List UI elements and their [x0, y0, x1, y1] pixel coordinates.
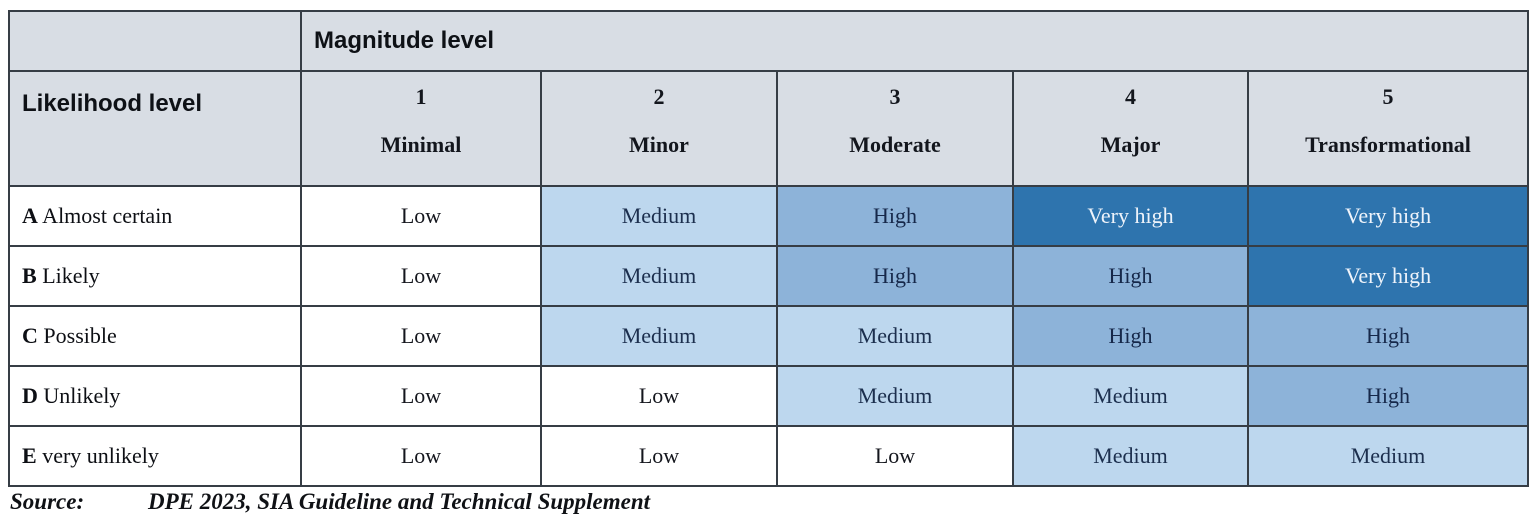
risk-cell: Low	[300, 245, 542, 307]
risk-cell: Medium	[1012, 365, 1249, 427]
magnitude-col-header-3: 3 Moderate	[776, 70, 1014, 187]
likelihood-row-label-A: A Almost certain	[8, 185, 302, 247]
table-row: A Almost certain Low Medium High Very high Ve…	[8, 185, 1530, 247]
source-text: DPE 2023, SIA Guideline and Technical Su…	[148, 489, 651, 514]
risk-cell: Low	[776, 425, 1014, 487]
risk-cell: Low	[540, 425, 778, 487]
risk-cell: Low	[540, 365, 778, 427]
magnitude-col-header-5: 5 Transformational	[1246, 70, 1530, 187]
likelihood-row-key: B	[22, 263, 37, 288]
magnitude-col-number: 3	[889, 84, 901, 109]
risk-cell: Medium	[540, 185, 778, 247]
risk-cell: High	[1246, 305, 1530, 367]
likelihood-row-label-E: E very unlikely	[8, 425, 302, 487]
risk-cell: Medium	[776, 365, 1014, 427]
risk-cell: Very high	[1012, 185, 1249, 247]
table-row: C Possible Low Medium Medium High High	[8, 305, 1530, 367]
corner-cell	[8, 10, 302, 72]
risk-cell: Low	[300, 305, 542, 367]
likelihood-row-label-B: B Likely	[8, 245, 302, 307]
magnitude-col-name: Minimal	[380, 132, 462, 157]
magnitude-header-row: Magnitude level	[8, 10, 1530, 72]
risk-cell: High	[1012, 245, 1249, 307]
table-row: E very unlikely Low Low Low Medium Medium	[8, 425, 1530, 487]
magnitude-col-name: Transformational	[1305, 132, 1471, 157]
risk-cell: Low	[300, 365, 542, 427]
risk-cell: Medium	[776, 305, 1014, 367]
likelihood-row-key: C	[22, 323, 38, 348]
magnitude-col-name: Major	[1100, 132, 1161, 157]
table-row: D Unlikely Low Low Medium Medium High	[8, 365, 1530, 427]
likelihood-level-header: Likelihood level	[8, 70, 302, 187]
magnitude-col-header-1: 1 Minimal	[300, 70, 542, 187]
risk-cell: Medium	[1012, 425, 1249, 487]
table-row: B Likely Low Medium High High Very high	[8, 245, 1530, 307]
magnitude-col-number: 5	[1382, 84, 1394, 109]
risk-cell: Medium	[540, 305, 778, 367]
magnitude-col-name: Minor	[629, 132, 689, 157]
magnitude-col-header-4: 4 Major	[1012, 70, 1249, 187]
source-label: Source:	[10, 489, 85, 514]
column-header-row: Likelihood level 1 Minimal 2 Minor 3 Moderate…	[8, 70, 1530, 187]
likelihood-row-key: D	[22, 383, 38, 408]
risk-cell: Low	[300, 425, 542, 487]
magnitude-col-number: 2	[653, 84, 665, 109]
likelihood-row-key: A	[22, 203, 38, 228]
magnitude-col-number: 4	[1125, 84, 1136, 109]
likelihood-row-key: E	[22, 443, 37, 468]
risk-cell: Medium	[540, 245, 778, 307]
magnitude-level-header: Magnitude level	[299, 10, 1530, 72]
likelihood-row-label-C: C Possible	[8, 305, 302, 367]
risk-cell: High	[776, 185, 1014, 247]
risk-cell: Low	[300, 185, 542, 247]
magnitude-col-number: 1	[415, 84, 427, 109]
likelihood-row-label-D: D Unlikely	[8, 365, 302, 427]
risk-matrix-table: Magnitude level Likelihood level 1 Minima…	[8, 10, 1530, 487]
risk-cell: Very high	[1246, 185, 1530, 247]
risk-cell: Very high	[1246, 245, 1530, 307]
risk-cell: High	[776, 245, 1014, 307]
magnitude-col-header-2: 2 Minor	[540, 70, 778, 187]
risk-cell: High	[1246, 365, 1530, 427]
risk-cell: High	[1012, 305, 1249, 367]
risk-cell: Medium	[1246, 425, 1530, 487]
magnitude-col-name: Moderate	[849, 132, 941, 157]
source-note: Source: DPE 2023, SIA Guideline and Techn…	[10, 489, 650, 515]
